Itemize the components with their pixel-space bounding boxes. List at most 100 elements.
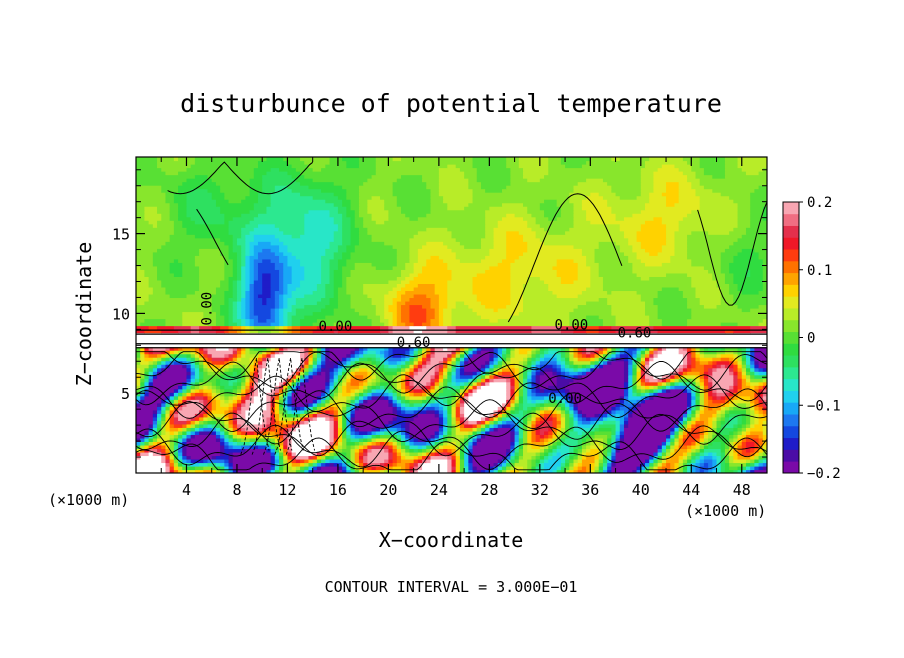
- field-cell: [346, 286, 364, 292]
- field-cell: [236, 297, 242, 302]
- field-cell: [136, 441, 141, 446]
- field-cell: [367, 458, 385, 464]
- field-cell: [535, 430, 541, 435]
- field-cell: [321, 392, 326, 397]
- field-cell: [388, 279, 402, 284]
- field-cell: [312, 374, 326, 379]
- field-cell: [510, 360, 520, 365]
- field-cell: [733, 371, 739, 376]
- field-cell: [161, 213, 171, 218]
- field-cell: [510, 350, 516, 355]
- field-cell: [228, 304, 234, 309]
- field-cell: [392, 416, 398, 421]
- field-cell: [232, 300, 238, 306]
- field-cell: [417, 353, 423, 358]
- field-cell: [392, 311, 398, 316]
- field-cell: [140, 367, 146, 372]
- field-cell: [518, 448, 524, 453]
- field-cell: [270, 416, 276, 421]
- field-cell: [136, 241, 167, 246]
- field-cell: [354, 360, 360, 365]
- field-cell: [468, 353, 474, 358]
- field-cell: [724, 402, 730, 407]
- field-cell: [300, 353, 305, 358]
- field-cell: [741, 364, 747, 369]
- field-cell: [190, 378, 196, 383]
- field-cell: [716, 465, 722, 471]
- field-cell: [312, 357, 318, 362]
- field-cell: [279, 237, 335, 242]
- field-cell: [363, 448, 368, 453]
- field-cell: [274, 307, 280, 313]
- field-cell: [333, 413, 339, 418]
- field-cell: [691, 451, 697, 457]
- field-cell: [708, 385, 713, 390]
- field-cell: [573, 220, 591, 225]
- field-cell: [321, 262, 331, 267]
- field-cell: [220, 304, 230, 309]
- field-cell: [611, 444, 617, 450]
- field-cell: [199, 251, 221, 256]
- field-cell: [165, 455, 171, 460]
- field-cell: [417, 272, 453, 277]
- field-cell: [270, 241, 284, 246]
- field-cell: [451, 381, 457, 386]
- field-cell: [682, 451, 688, 457]
- field-cell: [523, 444, 528, 450]
- field-cell: [316, 416, 326, 421]
- field-cell: [182, 451, 188, 457]
- field-cell: [510, 315, 570, 320]
- field-cell: [270, 455, 276, 460]
- field-cell: [573, 209, 587, 214]
- field-cell: [279, 293, 284, 299]
- field-cell: [329, 353, 347, 358]
- field-cell: [224, 357, 230, 362]
- field-cell: [464, 441, 469, 446]
- field-cell: [346, 388, 352, 393]
- field-cell: [148, 353, 158, 358]
- field-cell: [354, 413, 398, 418]
- field-cell: [699, 371, 705, 376]
- field-cell: [569, 448, 575, 453]
- field-cell: [207, 385, 213, 390]
- field-cell: [670, 434, 676, 439]
- field-cell: [720, 469, 726, 473]
- field-cell: [375, 311, 385, 316]
- field-cell: [720, 395, 726, 400]
- field-cell: [506, 304, 524, 309]
- field-cell: [506, 416, 511, 421]
- field-cell: [464, 346, 469, 351]
- field-cell: [535, 357, 541, 362]
- field-cell: [173, 423, 183, 428]
- field-cell: [417, 216, 486, 221]
- field-cell: [468, 399, 507, 404]
- field-cell: [619, 413, 625, 418]
- field-cell: [144, 441, 150, 446]
- field-cell: [556, 413, 562, 418]
- field-cell: [653, 385, 659, 390]
- field-cell: [342, 283, 347, 288]
- field-cell: [194, 395, 204, 400]
- field-cell: [464, 357, 469, 362]
- field-cell: [489, 416, 495, 421]
- field-cell: [228, 230, 242, 235]
- field-cell: [363, 455, 368, 460]
- field-cell: [535, 427, 541, 432]
- field-cell: [615, 420, 621, 425]
- field-cell: [396, 315, 402, 320]
- field-cell: [645, 364, 650, 369]
- field-cell: [283, 286, 289, 292]
- field-cell: [758, 451, 764, 457]
- field-cell: [346, 381, 352, 386]
- field-cell: [459, 367, 465, 372]
- field-cell: [199, 276, 225, 281]
- field-cell: [375, 350, 381, 355]
- field-cell: [194, 220, 225, 225]
- field-cell: [371, 465, 377, 471]
- field-cell: [384, 350, 389, 355]
- field-cell: [401, 374, 406, 379]
- field-cell: [316, 346, 322, 351]
- field-cell: [350, 427, 356, 432]
- field-cell: [228, 423, 234, 428]
- field-cell: [165, 402, 171, 407]
